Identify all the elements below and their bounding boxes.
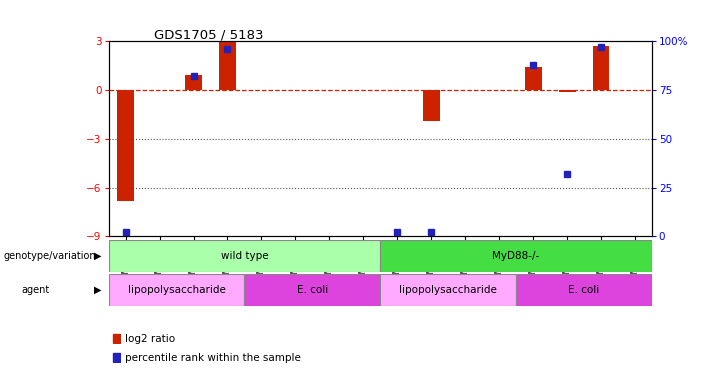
Bar xyxy=(219,41,236,90)
Text: E. coli: E. coli xyxy=(569,285,599,295)
Bar xyxy=(559,90,576,92)
Text: MyD88-/-: MyD88-/- xyxy=(493,251,540,261)
Bar xyxy=(516,274,652,306)
Text: E. coli: E. coli xyxy=(297,285,328,295)
Bar xyxy=(109,240,381,272)
Text: genotype/variation: genotype/variation xyxy=(4,251,96,261)
Text: ▶: ▶ xyxy=(95,251,102,261)
Text: ▶: ▶ xyxy=(95,285,102,295)
Bar xyxy=(524,67,542,90)
Text: GDS1705 / 5183: GDS1705 / 5183 xyxy=(154,28,264,41)
Text: lipopolysaccharide: lipopolysaccharide xyxy=(128,285,226,295)
Text: lipopolysaccharide: lipopolysaccharide xyxy=(400,285,497,295)
Bar xyxy=(381,274,516,306)
Bar xyxy=(381,240,652,272)
Text: log2 ratio: log2 ratio xyxy=(125,334,175,344)
Bar xyxy=(113,353,121,362)
Bar xyxy=(245,274,381,306)
Text: agent: agent xyxy=(21,285,49,295)
Bar xyxy=(423,90,440,121)
Text: wild type: wild type xyxy=(221,251,268,261)
Bar xyxy=(592,46,609,90)
Bar xyxy=(117,90,134,201)
Bar xyxy=(113,334,121,343)
Text: percentile rank within the sample: percentile rank within the sample xyxy=(125,353,301,363)
Bar xyxy=(185,75,202,90)
Bar xyxy=(109,274,245,306)
